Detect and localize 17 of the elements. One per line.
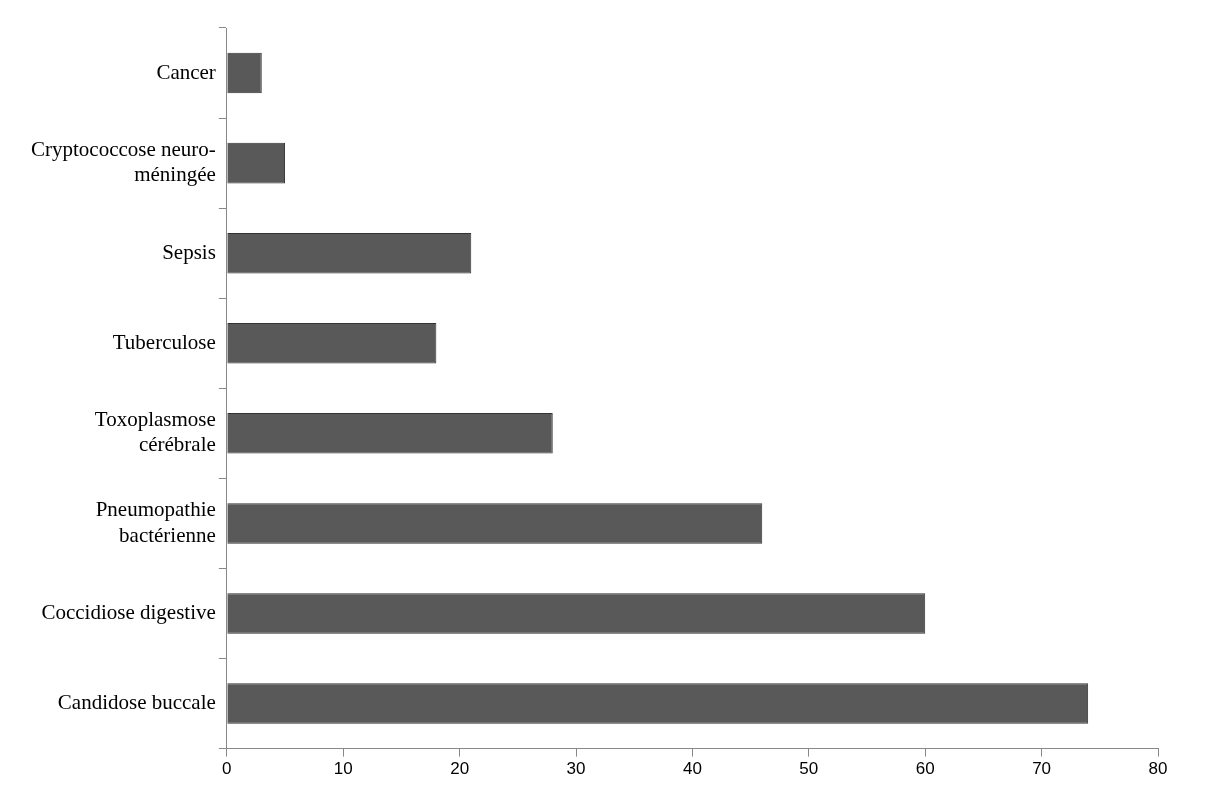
y-tick-label: Coccidiose digestive: [41, 600, 216, 624]
x-tick-label: 40: [682, 759, 702, 779]
y-tick-label: Pneumopathie bactérienne: [95, 497, 216, 547]
y-tick-label: Cancer: [156, 59, 216, 84]
y-tick-label: Cryptococcose neuro-méningée: [30, 137, 216, 187]
x-tick-label: 70: [1032, 759, 1052, 779]
x-tick-label: 30: [566, 759, 586, 779]
x-tick-label: 80: [1148, 759, 1168, 779]
y-tick-label: Tuberculose: [112, 329, 216, 354]
y-tick-label: Toxoplasmose cérébrale: [94, 407, 216, 457]
x-tick-label: 0: [222, 759, 232, 779]
x-tick-label: 20: [450, 759, 470, 779]
x-tick-label: 50: [799, 759, 819, 779]
x-tick-label: 60: [915, 759, 935, 779]
y-tick-label: Candidose buccale: [57, 690, 216, 715]
x-tick-label: 10: [333, 759, 353, 779]
y-tick-label: Sepsis: [162, 239, 216, 264]
